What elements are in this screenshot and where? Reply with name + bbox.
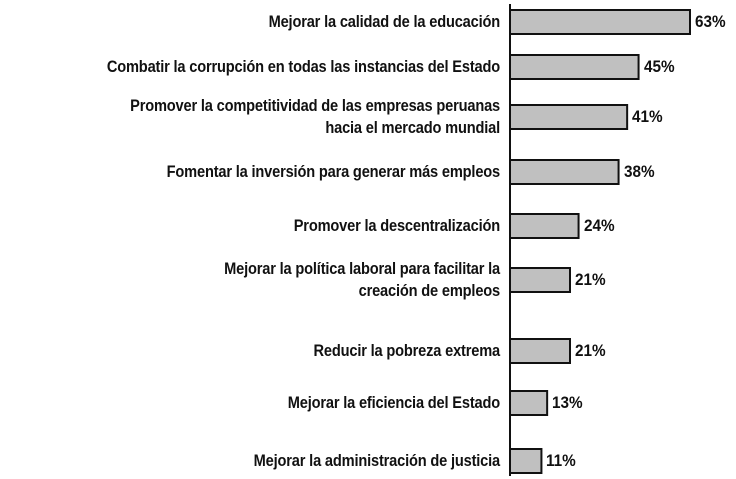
- value-label: 63%: [695, 12, 726, 31]
- category-label: Mejorar la política laboral para facilit…: [224, 259, 500, 300]
- value-label: 13%: [552, 393, 583, 412]
- bar: [509, 448, 543, 474]
- value-label: 24%: [583, 216, 615, 235]
- bar: [509, 338, 571, 364]
- value-label: 41%: [632, 107, 663, 126]
- category-label: Promover la competitividad de las empres…: [130, 96, 500, 137]
- bar: [509, 159, 620, 185]
- bar: [509, 9, 691, 35]
- value-label: 21%: [575, 341, 606, 360]
- category-label: Fomentar la inversión para generar más e…: [166, 162, 501, 181]
- category-label: Combatir la corrupción en todas las inst…: [106, 57, 500, 76]
- bar: [509, 54, 640, 80]
- bar: [509, 213, 580, 239]
- value-label: 38%: [623, 162, 655, 181]
- category-label: Promover la descentralización: [293, 216, 500, 235]
- category-label: Mejorar la administración de justicia: [253, 451, 500, 470]
- value-label: 45%: [643, 57, 675, 76]
- bar: [509, 267, 571, 293]
- category-label: Reducir la pobreza extrema: [313, 341, 501, 360]
- bar: [509, 104, 629, 130]
- bar: [509, 390, 549, 416]
- value-label: 11%: [546, 451, 577, 470]
- value-label: 21%: [575, 270, 606, 289]
- category-label: Mejorar la calidad de la educación: [268, 12, 501, 31]
- category-label: Mejorar la eficiencia del Estado: [287, 393, 500, 412]
